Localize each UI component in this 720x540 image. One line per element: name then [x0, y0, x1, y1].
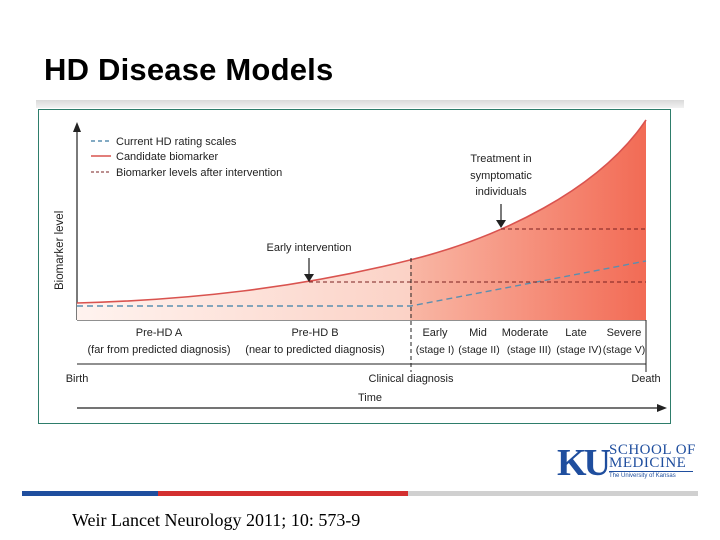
legend-label-rating: Current HD rating scales: [116, 136, 237, 148]
treatment-label-line1: Treatment in: [470, 153, 531, 165]
stage-detail: (near to predicted diagnosis): [245, 344, 384, 356]
hd-disease-model-figure: Current HD rating scales Candidate bioma…: [38, 109, 671, 424]
stage-detail: (stage III): [507, 344, 551, 356]
pre-diagnosis-area: [77, 260, 410, 320]
ku-school-of-medicine-logo: KU SCHOOL OF MEDICINE The University of …: [557, 441, 697, 485]
footer-color-bar: [22, 491, 698, 496]
timeline-middle-label: Clinical diagnosis: [369, 373, 454, 385]
logo-mark: KU: [557, 442, 611, 484]
stage-name: Moderate: [502, 327, 548, 339]
footer-bar-red: [158, 491, 408, 496]
timeline-end-label: Death: [631, 373, 660, 385]
logo-line1: SCHOOL OF: [609, 442, 696, 458]
treatment-label-line3: individuals: [475, 186, 527, 198]
stage-detail: (stage V): [603, 344, 646, 356]
stage-detail: (far from predicted diagnosis): [87, 344, 230, 356]
treatment-label-line2: symptomatic: [470, 170, 532, 182]
stage-detail: (stage II): [458, 344, 499, 356]
stage-detail: (stage IV): [556, 344, 602, 356]
footer-bar-blue: [22, 491, 158, 496]
legend-label-intervention: Biomarker levels after intervention: [116, 167, 282, 179]
stage-name: Pre-HD B: [291, 327, 338, 339]
time-axis-arrow: [77, 404, 667, 412]
footer-bar-gray: [408, 491, 698, 496]
y-axis: [73, 122, 81, 320]
logo-rule: [609, 471, 693, 472]
early-intervention-label: Early intervention: [267, 242, 352, 254]
legend: Current HD rating scales Candidate bioma…: [91, 136, 282, 179]
slide-title: HD Disease Models: [44, 52, 334, 87]
candidate-biomarker-curve: [76, 119, 647, 304]
post-diagnosis-area: [410, 120, 646, 320]
stage-labels: Pre-HD A (far from predicted diagnosis) …: [87, 327, 645, 356]
stage-name: Late: [565, 327, 586, 339]
stage-detail: (stage I): [416, 344, 455, 356]
legend-label-candidate: Candidate biomarker: [116, 151, 218, 163]
rating-scale-line: [77, 260, 647, 307]
stage-name: Mid: [469, 327, 487, 339]
diagram-svg: Current HD rating scales Candidate bioma…: [54, 119, 667, 412]
intervention-lines: [309, 228, 646, 283]
title-divider: [36, 100, 684, 108]
citation: Weir Lancet Neurology 2011; 10: 573-9: [72, 510, 361, 530]
early-intervention-arrow: [304, 258, 314, 282]
y-axis-label: Biomarker level: [54, 211, 66, 290]
logo-subtitle: The University of Kansas: [609, 473, 676, 479]
logo-line2: MEDICINE: [609, 455, 687, 471]
timeline-start-label: Birth: [66, 373, 89, 385]
stage-name: Pre-HD A: [136, 327, 183, 339]
stage-name: Early: [422, 327, 448, 339]
x-axis-label: Time: [358, 392, 382, 404]
stage-name: Severe: [607, 327, 642, 339]
treatment-arrow: [496, 204, 506, 228]
